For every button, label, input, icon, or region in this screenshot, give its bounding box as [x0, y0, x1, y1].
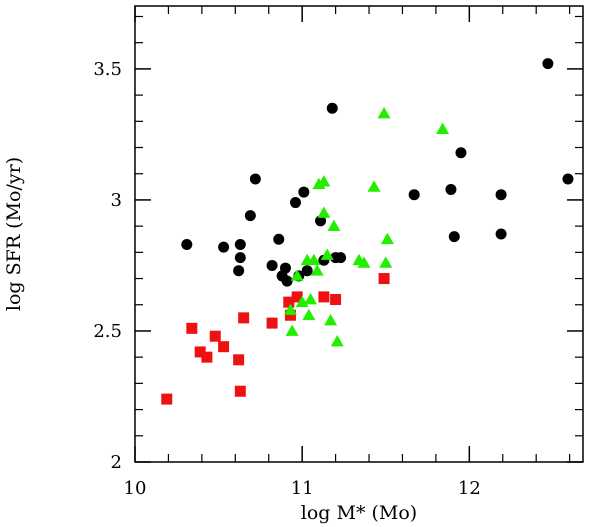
data-point-circle [234, 252, 246, 264]
data-point-triangle [324, 313, 338, 326]
data-point-triangle [327, 219, 341, 232]
data-point-square [209, 330, 221, 342]
data-point-circle [298, 186, 310, 198]
data-point-square [291, 291, 303, 303]
data-point-circle [495, 228, 507, 240]
data-point-square [201, 351, 213, 363]
data-point-square [284, 309, 296, 321]
data-point-circle [249, 173, 261, 185]
data-point-circle [281, 275, 293, 287]
data-point-circle [562, 173, 574, 185]
x-tick-label: 10 [124, 478, 147, 499]
data-point-triangle [379, 256, 393, 268]
data-point-square [378, 273, 390, 285]
data-point-square [218, 341, 230, 353]
data-point-circle [495, 189, 507, 201]
data-point-square [161, 393, 173, 405]
data-point-square [234, 385, 246, 397]
data-point-triangle [317, 206, 331, 218]
data-point-circle [542, 58, 554, 70]
data-point-triangle [357, 256, 371, 268]
y-tick-label: 3.5 [93, 59, 122, 80]
data-point-square [233, 354, 245, 366]
data-point-circle [455, 147, 467, 159]
y-tick-label: 2 [111, 452, 122, 473]
data-point-triangle [377, 106, 391, 119]
data-point-square [330, 294, 342, 306]
plot-frame [134, 5, 584, 463]
data-point-circle [234, 238, 246, 250]
data-point-triangle [290, 269, 304, 281]
data-point-circle [335, 252, 347, 264]
axis-ticks [134, 6, 583, 463]
data-point-circle [301, 265, 313, 277]
data-point-triangle [310, 264, 324, 276]
data-point-circle [181, 238, 193, 250]
data-point-circle [315, 215, 327, 227]
y-tick-label: 2.5 [93, 321, 122, 342]
data-point-circle [266, 259, 278, 271]
data-point-circle [445, 183, 457, 195]
data-point-triangle [320, 248, 334, 260]
y-axis-label: log SFR (Mo/yr) [3, 157, 25, 311]
data-point-square [238, 312, 250, 324]
data-point-triangle [304, 293, 318, 305]
data-point-circle [448, 231, 460, 243]
data-point-triangle [285, 324, 299, 336]
data-point-circle [244, 210, 256, 222]
data-point-circle [326, 102, 338, 114]
data-points [161, 58, 574, 405]
data-point-square [266, 317, 278, 329]
x-tick-label: 12 [458, 478, 481, 499]
x-axis-label: log M* (Mo) [301, 502, 417, 524]
data-point-triangle [330, 334, 344, 347]
data-point-square [194, 346, 206, 358]
data-point-triangle [436, 122, 450, 135]
data-point-circle [233, 265, 245, 277]
x-tick-label: 11 [291, 478, 314, 499]
data-point-square [318, 291, 330, 303]
data-point-triangle [302, 308, 316, 321]
data-point-square [186, 322, 198, 334]
tick-labels: 10 11 12 2 2.5 3 3.5 [93, 59, 480, 499]
y-tick-label: 3 [111, 190, 122, 211]
data-point-circle [279, 262, 291, 274]
data-point-triangle [283, 303, 297, 315]
data-point-circle [273, 233, 285, 245]
data-point-circle [289, 197, 301, 209]
data-point-triangle [367, 180, 381, 192]
data-point-triangle [307, 253, 321, 266]
data-point-triangle [380, 232, 394, 245]
data-point-circle [408, 189, 420, 201]
data-point-triangle [317, 175, 331, 187]
data-point-circle [218, 241, 230, 253]
data-point-square [283, 296, 295, 308]
